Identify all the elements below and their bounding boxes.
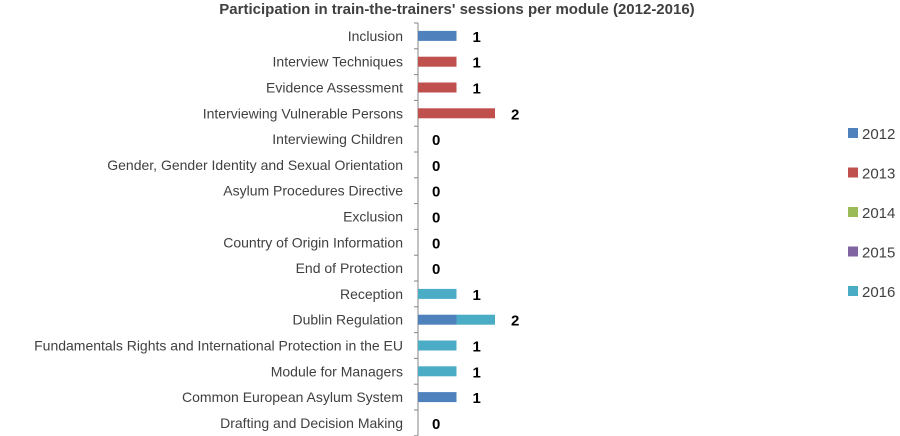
data-label: 0	[432, 235, 440, 252]
data-label: 1	[473, 390, 481, 407]
category-label: Drafting and Decision Making	[220, 415, 403, 431]
category-label: Module for Managers	[271, 363, 403, 379]
category-label: Interview Techniques	[273, 54, 403, 70]
category-label: Reception	[340, 286, 403, 302]
bar-2013	[418, 82, 457, 93]
legend-label: 2012	[862, 126, 895, 143]
category-labels: Inclusion Interview Techniques Evidence As…	[34, 28, 403, 431]
bar-2013	[418, 56, 457, 67]
category-label: End of Protection	[296, 260, 403, 276]
data-label: 0	[432, 184, 440, 201]
data-label: 0	[432, 158, 440, 175]
legend-swatch-2014	[848, 207, 858, 217]
data-labels: 1 1 1 2 0 0 0 0 0 0 1 2 1 1 1 0	[432, 29, 519, 433]
category-label: Country of Origin Information	[223, 234, 403, 250]
category-label: Inclusion	[348, 28, 403, 44]
data-label: 0	[432, 132, 440, 149]
bar-2012	[418, 314, 457, 325]
chart-title: Participation in train-the-trainers' ses…	[219, 1, 694, 18]
data-label: 1	[473, 29, 481, 46]
bar-2016	[418, 366, 457, 377]
bar-2013	[418, 108, 495, 119]
bars	[418, 30, 495, 403]
bar-2016	[418, 288, 457, 299]
y-axis	[414, 22, 419, 436]
category-label: Gender, Gender Identity and Sexual Orien…	[107, 157, 403, 173]
bar-2012	[418, 30, 457, 41]
legend: 2012 2013 2014 2015 2016	[848, 126, 895, 301]
bar-2016	[418, 340, 457, 351]
legend-swatch-2012	[848, 128, 858, 138]
data-label: 2	[511, 313, 519, 330]
bar-2012	[418, 392, 457, 403]
data-label: 1	[473, 81, 481, 98]
data-label: 0	[432, 416, 440, 433]
legend-label: 2016	[862, 284, 895, 301]
category-label: Common European Asylum System	[182, 389, 403, 405]
category-label: Interviewing Children	[272, 131, 403, 147]
legend-swatch-2016	[848, 286, 858, 296]
category-label: Exclusion	[343, 209, 403, 225]
category-label: Asylum Procedures Directive	[223, 183, 403, 199]
data-label: 1	[473, 55, 481, 72]
data-label: 1	[473, 364, 481, 381]
data-label: 0	[432, 210, 440, 227]
legend-label: 2013	[862, 166, 895, 183]
data-label: 1	[473, 339, 481, 356]
data-label: 2	[511, 106, 519, 123]
category-label: Interviewing Vulnerable Persons	[203, 105, 403, 121]
legend-swatch-2013	[848, 167, 858, 178]
category-label: Evidence Assessment	[266, 80, 403, 96]
legend-swatch-2015	[848, 246, 858, 257]
bar-2016	[456, 314, 495, 325]
data-label: 1	[473, 287, 481, 304]
legend-label: 2015	[862, 245, 895, 262]
category-label: Fundamentals Rights and International Pr…	[34, 338, 403, 354]
data-label: 0	[432, 261, 440, 278]
category-label: Dublin Regulation	[292, 312, 403, 328]
legend-label: 2014	[862, 205, 895, 222]
